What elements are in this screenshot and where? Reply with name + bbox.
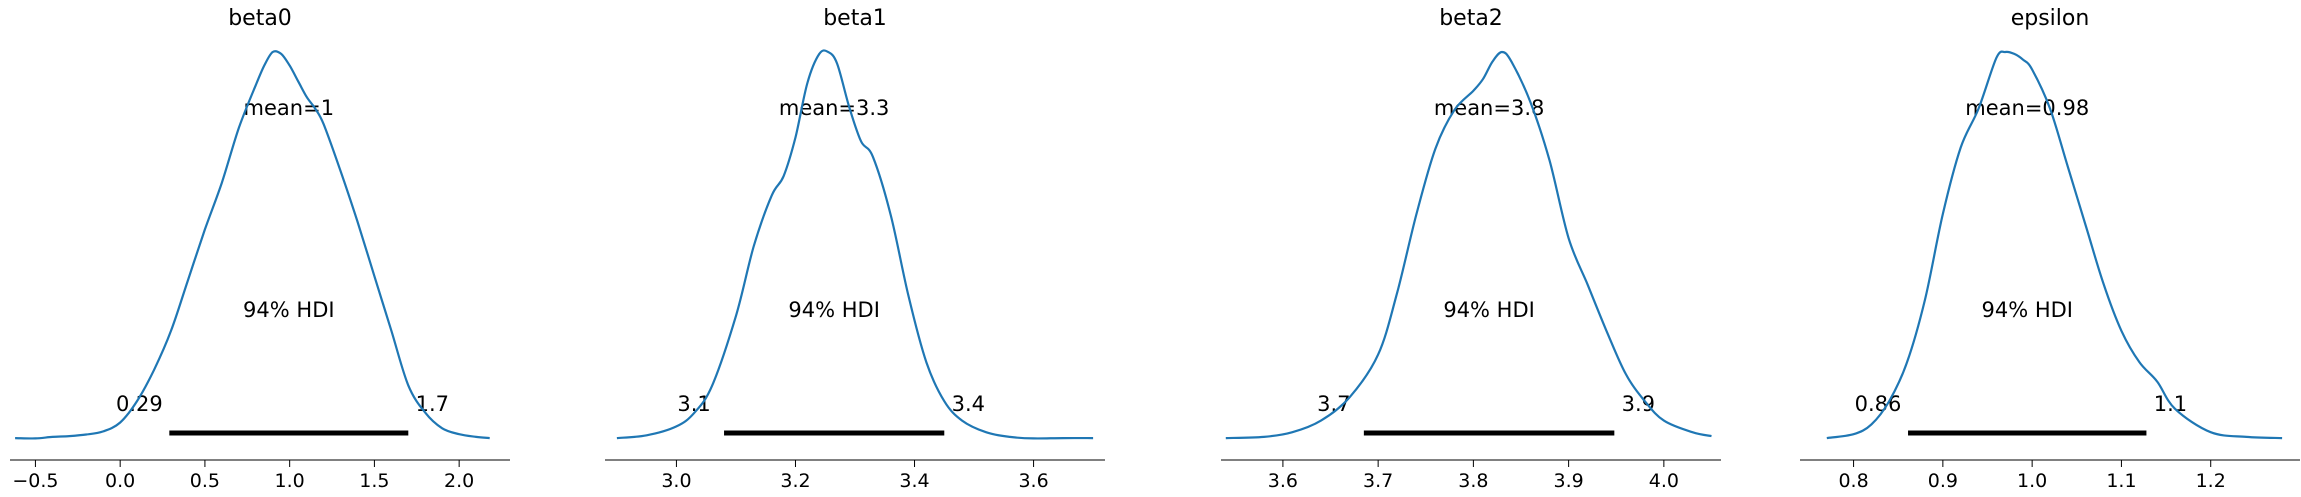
hdi-upper-label: 1.7 bbox=[416, 392, 449, 416]
panel-beta0: beta0 mean=1 94% HDI 0.29 1.7 −0.5 0.0 0.5… bbox=[10, 6, 510, 492]
hdi-lower-label: 0.86 bbox=[1855, 392, 1902, 416]
x-tick-label: 3.9 bbox=[1554, 470, 1584, 492]
hdi-label: 94% HDI bbox=[1981, 298, 2073, 322]
x-tick-label: 0.8 bbox=[1838, 470, 1868, 492]
x-tick-label: −0.5 bbox=[12, 470, 58, 492]
panel-title: beta1 bbox=[823, 6, 887, 31]
x-tick-label: 1.5 bbox=[359, 470, 389, 492]
x-tick-label: 3.7 bbox=[1363, 470, 1393, 492]
density-curve bbox=[15, 50, 490, 440]
mean-label: mean=3.3 bbox=[779, 96, 890, 120]
x-tick-label: 1.1 bbox=[2106, 470, 2136, 492]
hdi-upper-label: 3.4 bbox=[952, 392, 985, 416]
panel-title: beta2 bbox=[1439, 6, 1503, 31]
x-tick-label: 3.8 bbox=[1458, 470, 1488, 492]
x-tick-label: 0.5 bbox=[190, 470, 220, 492]
density-curve bbox=[1826, 50, 2283, 440]
x-tick-label: 4.0 bbox=[1649, 470, 1679, 492]
panel-title: epsilon bbox=[2011, 6, 2090, 31]
panel-beta2: beta2 mean=3.8 94% HDI 3.7 3.9 3.6 3.7 3.8… bbox=[1221, 6, 1721, 492]
mean-label: mean=3.8 bbox=[1434, 96, 1545, 120]
x-tick-label: 1.0 bbox=[275, 470, 305, 492]
x-tick-label: 0.0 bbox=[105, 470, 135, 492]
hdi-upper-label: 3.9 bbox=[1622, 392, 1655, 416]
x-tick-label: 0.9 bbox=[1928, 470, 1958, 492]
panel-epsilon: epsilon mean=0.98 94% HDI 0.86 1.1 0.8 0.… bbox=[1800, 6, 2300, 492]
x-tick-label: 3.0 bbox=[661, 470, 691, 492]
panel-beta1: beta1 mean=3.3 94% HDI 3.1 3.4 3.0 3.2 3.4… bbox=[605, 6, 1105, 492]
x-tick-label: 2.0 bbox=[444, 470, 474, 492]
density-curve bbox=[616, 49, 1094, 440]
x-tick-label: 3.6 bbox=[1268, 470, 1298, 492]
x-tick-label: 3.6 bbox=[1018, 470, 1048, 492]
x-tick-label: 1.0 bbox=[2017, 470, 2047, 492]
panel-title: beta0 bbox=[228, 6, 292, 31]
x-tick-label: 1.2 bbox=[2196, 470, 2226, 492]
hdi-label: 94% HDI bbox=[788, 298, 880, 322]
x-tick-label: 3.4 bbox=[899, 470, 929, 492]
hdi-label: 94% HDI bbox=[1443, 298, 1535, 322]
hdi-label: 94% HDI bbox=[243, 298, 335, 322]
density-curve bbox=[1225, 50, 1712, 440]
x-tick-label: 3.2 bbox=[780, 470, 810, 492]
mean-label: mean=0.98 bbox=[1965, 96, 2089, 120]
